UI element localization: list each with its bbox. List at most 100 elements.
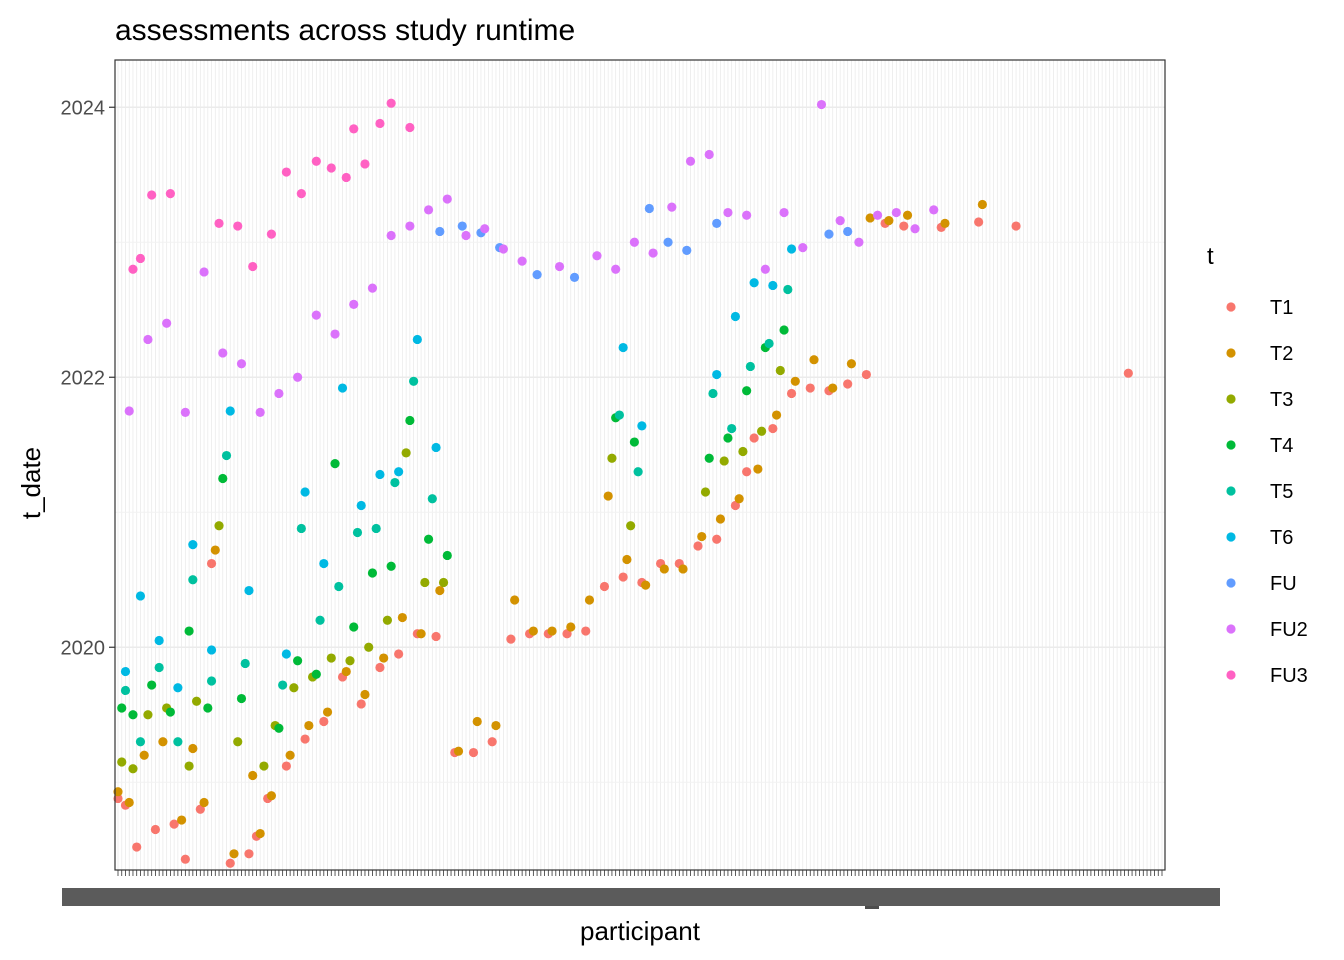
legend-label-t4: T4 xyxy=(1270,435,1293,457)
data-point-fu2 xyxy=(199,267,209,277)
data-point-t1 xyxy=(225,858,235,868)
data-point-t5 xyxy=(188,575,198,585)
data-point-fu2 xyxy=(480,224,490,234)
data-point-fu3 xyxy=(233,221,243,231)
data-point-fu xyxy=(435,226,445,237)
data-point-fu2 xyxy=(723,207,733,218)
data-point-fu2 xyxy=(760,264,770,274)
legend-key-t3 xyxy=(1226,394,1236,404)
legend-label-t3: T3 xyxy=(1270,389,1293,411)
data-point-t2 xyxy=(435,585,445,596)
data-point-t5 xyxy=(334,581,344,592)
data-point-fu2 xyxy=(423,205,434,215)
data-points xyxy=(113,98,1133,868)
data-point-t2 xyxy=(865,213,875,223)
data-point-fu2 xyxy=(854,237,864,247)
data-point-t2 xyxy=(322,707,333,717)
data-point-t2 xyxy=(139,750,149,760)
data-point-t2 xyxy=(491,720,501,731)
data-point-fu xyxy=(824,229,834,239)
data-point-t2 xyxy=(266,791,277,801)
legend-key-t5 xyxy=(1226,486,1236,496)
data-point-t1 xyxy=(431,631,441,642)
data-point-t2 xyxy=(188,743,198,754)
data-point-t4 xyxy=(293,656,303,666)
legend-label-fu: FU xyxy=(1270,573,1297,595)
data-point-t6 xyxy=(281,649,291,659)
data-point-t2 xyxy=(603,491,613,501)
data-point-t1 xyxy=(281,761,291,771)
legend-title: t xyxy=(1207,243,1214,270)
data-point-fu2 xyxy=(929,205,939,215)
data-point-fu2 xyxy=(143,334,153,345)
data-point-t1 xyxy=(169,819,179,829)
data-point-t6 xyxy=(154,635,164,646)
data-point-fu2 xyxy=(629,237,639,247)
data-point-t1 xyxy=(113,793,123,804)
data-point-t4 xyxy=(311,669,321,679)
data-point-t1 xyxy=(150,824,161,835)
data-point-t5 xyxy=(173,737,183,747)
data-point-t2 xyxy=(977,199,987,210)
data-point-fu xyxy=(532,270,542,280)
data-point-t2 xyxy=(285,750,295,760)
data-point-t5 xyxy=(371,523,381,534)
data-point-fu2 xyxy=(816,99,827,110)
data-point-fu2 xyxy=(330,329,340,339)
data-point-fu2 xyxy=(592,251,602,261)
data-point-fu2 xyxy=(255,407,265,417)
data-point-fu2 xyxy=(648,248,658,258)
data-point-t3 xyxy=(738,446,748,457)
data-point-fu xyxy=(682,245,692,255)
data-point-fu2 xyxy=(124,406,134,416)
data-point-t6 xyxy=(337,383,348,393)
data-point-t1 xyxy=(195,804,205,814)
data-point-t4 xyxy=(218,473,228,484)
data-point-t3 xyxy=(757,426,767,436)
data-point-t4 xyxy=(165,707,175,717)
data-point-t3 xyxy=(233,737,243,747)
data-point-t1 xyxy=(206,558,217,569)
data-point-t6 xyxy=(319,558,329,569)
data-point-fu xyxy=(569,272,580,282)
data-point-t3 xyxy=(184,761,194,771)
data-point-fu3 xyxy=(135,253,146,264)
data-point-t6 xyxy=(786,244,797,254)
data-point-t4 xyxy=(742,386,752,396)
data-point-t2 xyxy=(113,787,123,797)
data-point-t6 xyxy=(618,342,628,353)
data-point-fu3 xyxy=(296,189,306,199)
data-point-t5 xyxy=(783,284,793,295)
data-point-t4 xyxy=(779,325,789,335)
y-tick-label: 2024 xyxy=(61,97,106,119)
data-point-t2 xyxy=(584,595,595,605)
data-point-fu3 xyxy=(375,118,385,129)
data-point-t4 xyxy=(386,561,396,571)
data-point-fu xyxy=(644,203,654,214)
data-point-fu2 xyxy=(311,310,321,320)
data-point-t3 xyxy=(214,521,224,531)
data-point-t1 xyxy=(786,388,797,399)
data-point-t2 xyxy=(255,828,265,839)
data-point-t5 xyxy=(296,523,306,534)
data-point-t2 xyxy=(734,494,744,504)
data-point-t4 xyxy=(423,534,434,544)
y-axis-ticks: 2020 2022 2024 xyxy=(61,97,115,659)
data-point-fu2 xyxy=(517,256,527,266)
legend-label-fu2: FU2 xyxy=(1270,619,1308,641)
data-point-t3 xyxy=(382,615,393,625)
data-point-t3 xyxy=(438,577,449,588)
data-point-t5 xyxy=(352,527,363,538)
data-point-t5 xyxy=(154,662,164,673)
data-point-t2 xyxy=(124,797,134,808)
data-point-t5 xyxy=(727,423,737,434)
data-point-t5 xyxy=(278,680,288,690)
data-point-t4 xyxy=(274,723,284,733)
data-point-t5 xyxy=(708,388,718,399)
data-point-t6 xyxy=(356,500,366,511)
y-tick-label: 2020 xyxy=(61,637,106,659)
data-point-t4 xyxy=(367,568,378,578)
data-point-fu2 xyxy=(162,318,172,328)
data-point-fu3 xyxy=(214,218,224,228)
data-point-t5 xyxy=(764,338,774,349)
